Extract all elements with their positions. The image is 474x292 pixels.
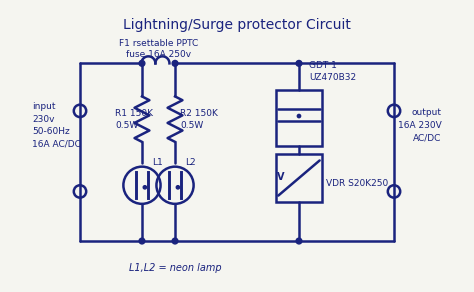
Text: L1: L1 <box>152 158 163 167</box>
Text: GDT 1
UZ470B32: GDT 1 UZ470B32 <box>310 61 356 82</box>
Bar <box>276 90 322 146</box>
Text: F1 rsettable PPTC
fuse 16A 250v: F1 rsettable PPTC fuse 16A 250v <box>119 39 198 59</box>
Text: R1 150K
0.5W: R1 150K 0.5W <box>115 109 153 130</box>
Text: Lightning/Surge protector Circuit: Lightning/Surge protector Circuit <box>123 18 351 32</box>
Circle shape <box>296 238 302 244</box>
Text: R2 150K
0.5W: R2 150K 0.5W <box>180 109 218 130</box>
Bar <box>276 154 322 202</box>
Text: L1,L2 = neon lamp: L1,L2 = neon lamp <box>129 263 221 273</box>
Text: V: V <box>277 172 284 182</box>
Circle shape <box>296 60 302 66</box>
Circle shape <box>172 238 178 244</box>
Circle shape <box>139 238 145 244</box>
Text: L2: L2 <box>185 158 196 167</box>
Text: input
230v
50-60Hz
16A AC/DC: input 230v 50-60Hz 16A AC/DC <box>33 102 82 149</box>
Circle shape <box>297 114 301 118</box>
Text: VDR S20K250: VDR S20K250 <box>326 179 388 188</box>
Circle shape <box>172 60 178 66</box>
Circle shape <box>143 186 146 189</box>
Circle shape <box>139 60 145 66</box>
Circle shape <box>176 186 180 189</box>
Text: output
16A 230V
AC/DC: output 16A 230V AC/DC <box>398 108 441 142</box>
